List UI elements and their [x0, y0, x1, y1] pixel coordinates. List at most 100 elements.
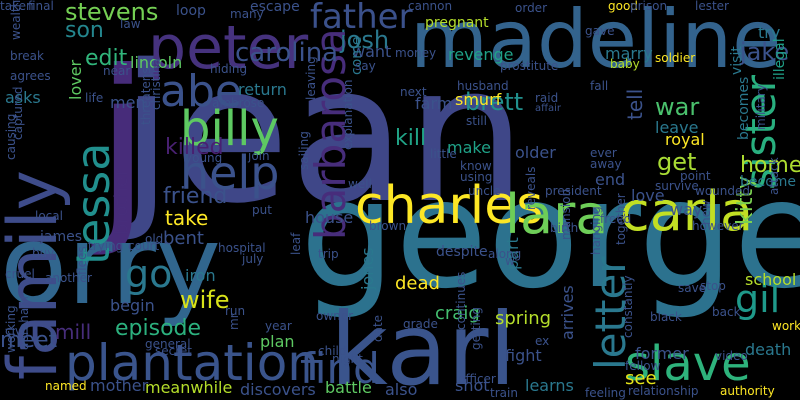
word-another: another [45, 271, 92, 285]
word-good: good [608, 0, 638, 13]
word-ever: ever [590, 146, 617, 160]
word-discovers: discovers [240, 380, 316, 399]
word-hospital: hospital [218, 241, 266, 255]
word-james: james [40, 229, 83, 245]
word-well: well [348, 177, 372, 191]
word-shot: shot [455, 376, 490, 395]
word-j: j [95, 28, 151, 261]
word-young: young [185, 151, 223, 165]
word-cruel: cruel [5, 267, 35, 281]
word-lester: lester [695, 0, 729, 13]
word-revenge: revenge [448, 45, 514, 64]
word-buy: buy [32, 246, 55, 260]
word-taken: taken [0, 0, 34, 13]
word-near: near [103, 64, 131, 78]
word-abraham: abraham [17, 296, 31, 350]
word-plantation: plantation [65, 334, 319, 392]
word-baby: baby [610, 57, 640, 71]
word-military: military [754, 84, 768, 130]
word-date: date [371, 314, 385, 342]
word-stevens: stevens [65, 0, 159, 26]
word-josh: josh [340, 26, 390, 54]
word-however: however [692, 219, 744, 233]
word-find: find [300, 344, 380, 393]
word-explanation: explanation [341, 79, 355, 150]
word-jean: jean [120, 24, 527, 245]
word-carla: carla [620, 180, 754, 243]
word-take: take [165, 206, 209, 230]
word-sailing: sailing [297, 131, 311, 170]
word-karl: karl [330, 291, 517, 400]
word-cannon: cannon [408, 0, 453, 13]
word-jones: jones [358, 247, 377, 290]
word-wife: wife [180, 286, 230, 314]
word-brother: brother [111, 168, 132, 235]
word-trying: trying [88, 239, 124, 253]
word-ex: ex [535, 334, 550, 348]
word-leaving: leaving [304, 56, 318, 100]
word-save: save [678, 281, 707, 295]
word-final: final [28, 0, 54, 13]
word-mother: mother [90, 376, 149, 395]
word-uncle: uncle [468, 184, 501, 198]
word-using: using [460, 170, 493, 184]
word-see: see [625, 368, 657, 389]
word-kill: kill [395, 126, 427, 151]
word-lover: lover [66, 59, 85, 100]
word-stop: stop [700, 279, 726, 293]
word-prison: prison [630, 0, 668, 13]
word-spring: spring [495, 308, 552, 329]
word-child: child [318, 344, 347, 358]
word-threatens: threatens [139, 67, 153, 125]
word-say: say [355, 59, 376, 73]
word-birth: birth [550, 221, 579, 235]
word-death: death [745, 340, 792, 359]
word-local: local [35, 209, 63, 223]
word-arrives: arrives [558, 285, 577, 340]
word-july: july [242, 252, 264, 266]
word-old: old [145, 232, 164, 246]
word-civil: civil [5, 324, 29, 338]
word-agrees: agrees [10, 69, 51, 83]
word-asks: asks [5, 88, 41, 107]
word-george: george [300, 148, 800, 322]
word-fall: fall [590, 79, 609, 93]
word-relationship: relationship [628, 384, 699, 398]
word-court: court [128, 239, 160, 253]
word-together: together [614, 193, 628, 245]
word-orry: orry [0, 201, 221, 329]
word-know: know [460, 159, 492, 173]
word-owner: owner [316, 309, 354, 323]
word-prostitute: prostitute [500, 59, 559, 73]
word-soldier: soldier [655, 51, 696, 65]
word-get: get [657, 148, 697, 176]
word-raid: raid [535, 91, 559, 105]
word-escape: escape [250, 0, 300, 15]
word-life: life [85, 91, 104, 105]
word-marry: marry [605, 44, 653, 63]
word-loop: loop [176, 3, 206, 19]
word-survive: survive [655, 179, 699, 193]
word-mr: mr [227, 313, 241, 330]
word-want: want [352, 42, 392, 61]
word-hiding: hiding [210, 62, 248, 76]
word-wounded: wounded [695, 184, 750, 198]
word-edit: edit [85, 46, 128, 71]
word-jake: jake [740, 38, 790, 66]
word-work: work [772, 319, 800, 333]
word-working: working [4, 305, 18, 353]
word-pregnant: pregnant [425, 15, 489, 31]
word-end: end [595, 170, 626, 189]
word-lincoln: lincoln [130, 53, 183, 72]
word-flees: flees [75, 246, 89, 275]
word-dead: dead [395, 273, 440, 294]
word-wealthy: wealthy [9, 0, 23, 40]
word-begin: begin [110, 296, 155, 315]
word-way: way [670, 200, 703, 219]
word-new: new [699, 200, 713, 225]
word-trip: trip [318, 247, 339, 261]
word-order: order [515, 1, 547, 15]
word-bent: bent [163, 228, 204, 249]
word-hanging: hanging [589, 206, 603, 255]
